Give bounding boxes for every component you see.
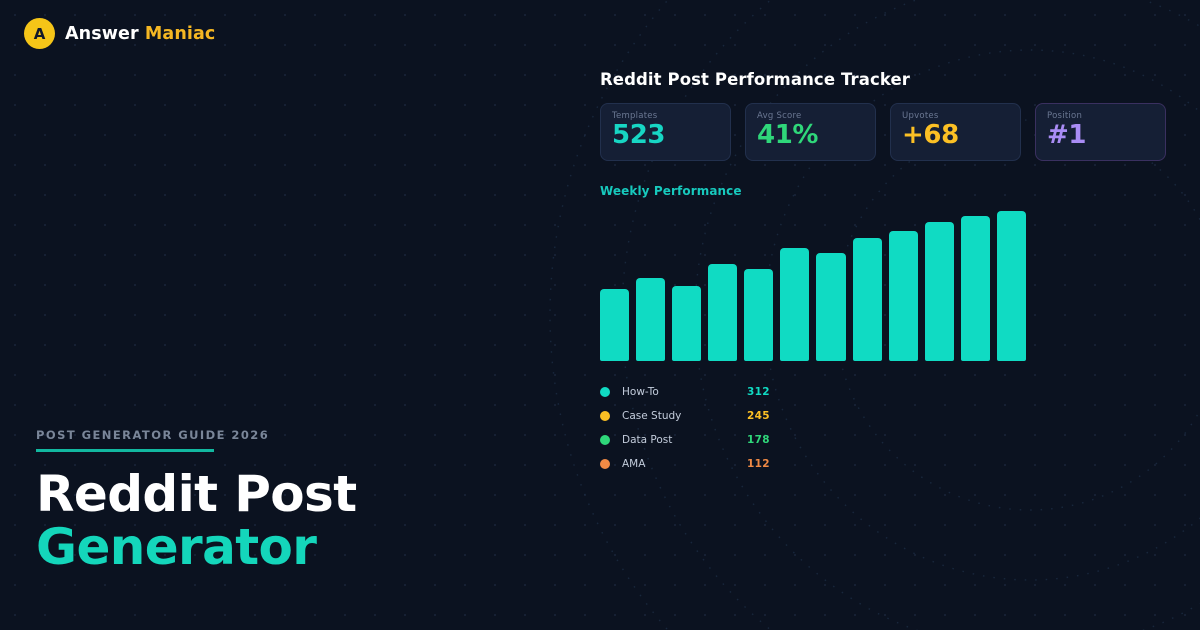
performance-panel: Reddit Post Performance Tracker Template… xyxy=(600,70,1170,476)
hero-section: POST GENERATOR GUIDE 2026 Reddit Post Ge… xyxy=(36,428,357,572)
legend-value: 312 xyxy=(747,386,770,398)
legend-value: 112 xyxy=(747,458,770,470)
panel-title: Reddit Post Performance Tracker xyxy=(600,70,911,89)
legend-value: 245 xyxy=(747,410,770,422)
chart-bar xyxy=(600,289,630,361)
hero-eyebrow: POST GENERATOR GUIDE 2026 xyxy=(36,428,270,442)
stat-card-upvotes[interactable]: Upvotes +68 xyxy=(890,103,1021,161)
weekly-performance-chart xyxy=(600,206,1026,361)
brand-name-part1: Answer xyxy=(65,23,139,44)
chart-bar xyxy=(672,286,702,361)
chart-legend: How-To 312 Case Study 245 Data Post 178 AMA 112 xyxy=(600,380,1170,476)
chart-bar xyxy=(816,253,846,361)
brand-logo[interactable]: A Answer Maniac xyxy=(24,18,215,49)
page-title-line2: Generator xyxy=(36,518,317,576)
legend-value: 178 xyxy=(747,434,770,446)
legend-item[interactable]: Data Post 178 xyxy=(600,428,1170,452)
chart-bar xyxy=(636,278,666,361)
stat-value: 523 xyxy=(612,120,666,150)
chart-bar-group xyxy=(600,206,1026,361)
stat-card-avg-score[interactable]: Avg Score 41% xyxy=(745,103,876,161)
legend-item[interactable]: How-To 312 xyxy=(600,380,1170,404)
hero-eyebrow-rule xyxy=(36,449,214,452)
legend-label: Data Post xyxy=(622,434,673,446)
chart-bar xyxy=(708,264,738,361)
chart-bar xyxy=(888,231,918,361)
legend-item[interactable]: AMA 112 xyxy=(600,452,1170,476)
chart-heading: Weekly Performance xyxy=(600,184,742,198)
chart-bar xyxy=(744,269,774,361)
chart-bar xyxy=(996,211,1026,361)
brand-name: Answer Maniac xyxy=(65,24,215,44)
chart-bar xyxy=(852,238,882,361)
legend-color-dot-icon xyxy=(600,435,610,445)
logo-mark-icon: A xyxy=(24,18,55,49)
stat-card-templates[interactable]: Templates 523 xyxy=(600,103,731,161)
stat-value: +68 xyxy=(902,120,959,150)
page-title-line1: Reddit Post xyxy=(36,465,357,523)
stat-value: 41% xyxy=(757,120,819,150)
legend-color-dot-icon xyxy=(600,459,610,469)
brand-name-part2: Maniac xyxy=(144,23,216,44)
legend-color-dot-icon xyxy=(600,387,610,397)
chart-bar xyxy=(924,222,954,361)
legend-label: AMA xyxy=(622,458,646,470)
stat-value: #1 xyxy=(1047,120,1087,150)
chart-bar xyxy=(780,248,810,361)
chart-bar xyxy=(960,216,990,361)
legend-label: How-To xyxy=(622,386,659,398)
stat-card-position[interactable]: Position #1 xyxy=(1035,103,1166,161)
page-title: Reddit Post Generator xyxy=(36,469,357,572)
legend-color-dot-icon xyxy=(600,411,610,421)
legend-item[interactable]: Case Study 245 xyxy=(600,404,1170,428)
logo-mark-letter: A xyxy=(33,24,46,43)
stat-card-list: Templates 523 Avg Score 41% Upvotes +68 … xyxy=(600,103,1170,161)
legend-label: Case Study xyxy=(622,410,682,422)
